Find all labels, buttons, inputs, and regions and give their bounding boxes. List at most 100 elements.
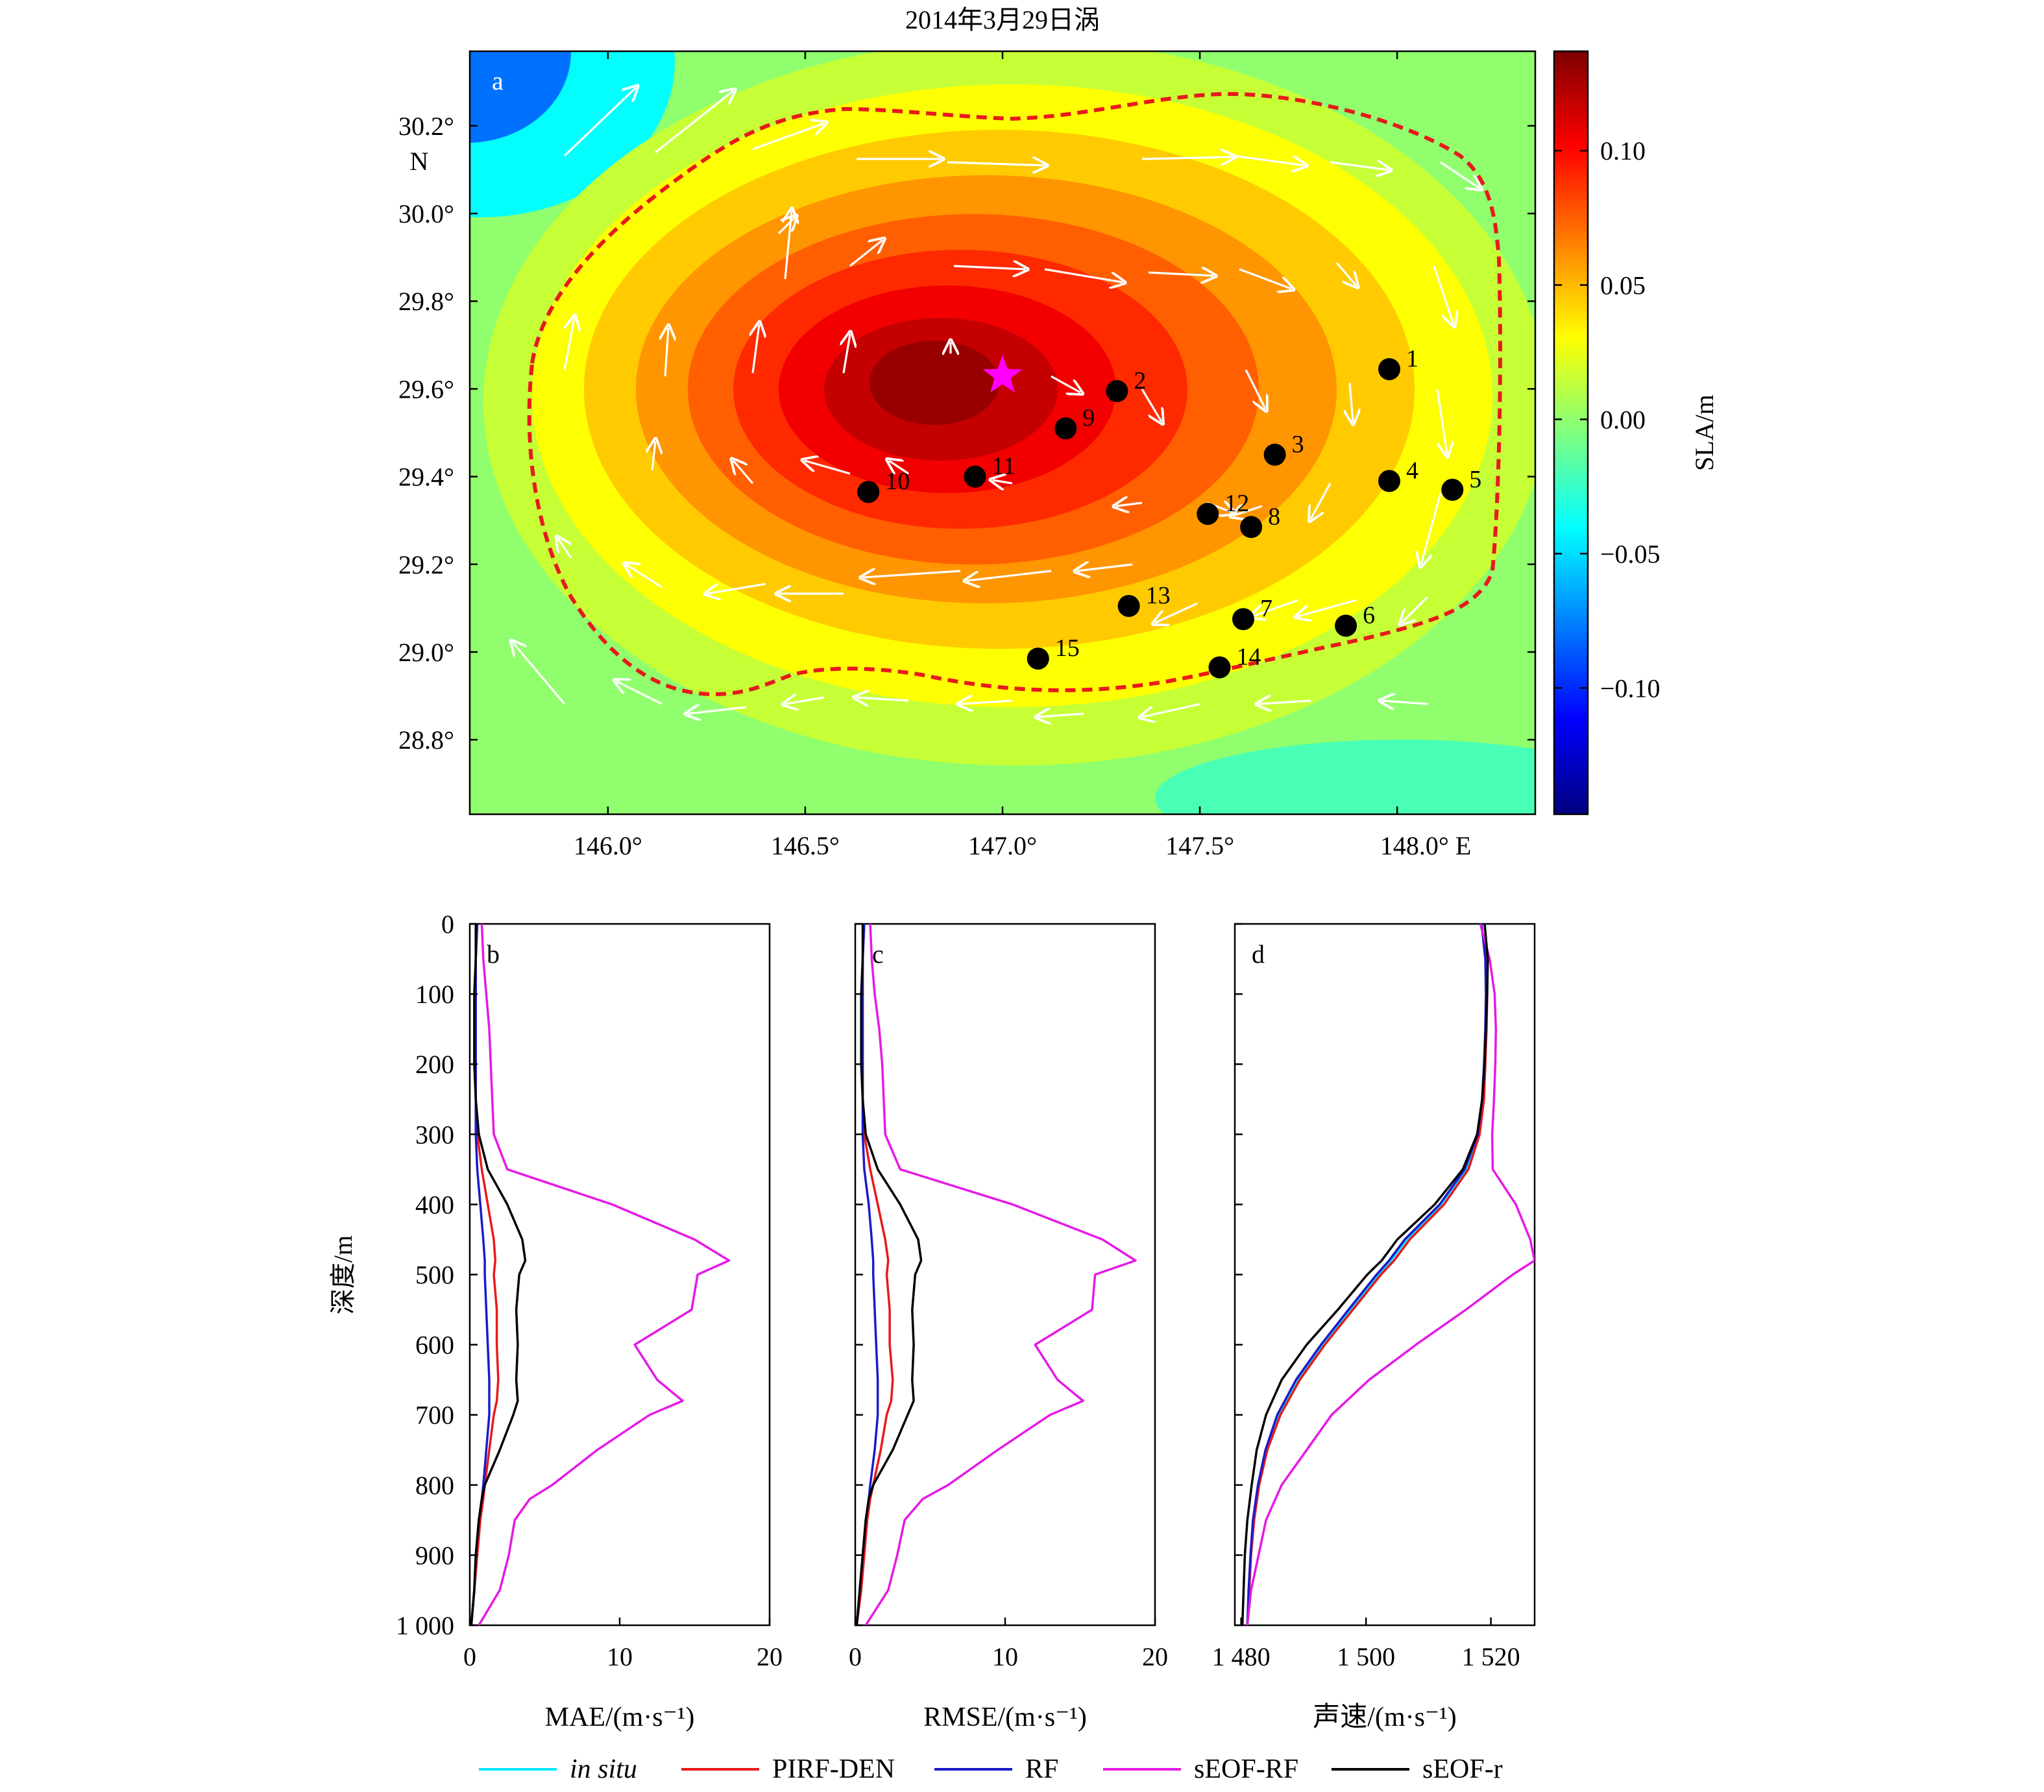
legend-label-seofrf: sEOF-RF bbox=[1194, 1754, 1298, 1784]
current-vector bbox=[1155, 602, 1198, 623]
station-15-label: 15 bbox=[1055, 635, 1080, 662]
panel-series bbox=[1241, 924, 1535, 1625]
current-vector bbox=[785, 697, 825, 704]
current-vector bbox=[1148, 272, 1213, 276]
colorbar-gradient bbox=[1553, 50, 1589, 816]
legend-label-pirf: PIRF-DEN bbox=[772, 1754, 895, 1784]
station-12-marker bbox=[1197, 503, 1219, 526]
current-vector bbox=[688, 707, 747, 714]
station-3-marker bbox=[1263, 443, 1286, 466]
current-vector bbox=[1311, 483, 1332, 519]
legend-label-seofr: sEOF-r bbox=[1422, 1754, 1503, 1784]
colorbar-tick-label: 0.10 bbox=[1600, 136, 1646, 165]
station-12-label: 12 bbox=[1224, 490, 1249, 517]
current-vector bbox=[849, 240, 882, 267]
map-y-unit: N bbox=[410, 147, 429, 176]
x-tick-label: 0 bbox=[849, 1642, 862, 1671]
station-6-label: 6 bbox=[1363, 601, 1375, 629]
y-tick-label: 100 bbox=[415, 980, 454, 1009]
station-2-label: 2 bbox=[1134, 367, 1146, 394]
colorbar: 0.10 0.05 0.00 −0.05 −0.10 SLA/m bbox=[1553, 50, 1719, 816]
current-vector bbox=[967, 570, 1052, 581]
colorbar-tick-label: −0.10 bbox=[1600, 673, 1661, 703]
current-vector bbox=[626, 564, 663, 588]
current-vector bbox=[1330, 162, 1389, 170]
x-tick-label: 10 bbox=[607, 1642, 633, 1671]
current-vector bbox=[652, 441, 655, 471]
eddy-boundary-contour bbox=[527, 91, 1502, 697]
station-9-marker bbox=[1054, 417, 1077, 440]
station-13-marker bbox=[1117, 594, 1140, 617]
current-vector bbox=[1239, 268, 1291, 289]
legend: in situ PIRF-DEN RF sEOF-RF sEOF-r bbox=[479, 1754, 1503, 1784]
station-8-marker bbox=[1240, 516, 1263, 539]
current-vector bbox=[513, 642, 566, 705]
station-1-label: 1 bbox=[1406, 345, 1418, 372]
x-tick-label: 20 bbox=[1142, 1642, 1168, 1671]
current-vector bbox=[1350, 382, 1353, 422]
series-seofr-line bbox=[855, 924, 923, 1625]
x-axis-label: MAE/(m·s⁻¹) bbox=[545, 1702, 695, 1732]
y-tick-label: 500 bbox=[415, 1261, 454, 1290]
current-vector bbox=[752, 123, 824, 151]
current-vector bbox=[1259, 701, 1311, 704]
map-x-tick-label: 148.0° E bbox=[1380, 831, 1471, 860]
x-axis-label: RMSE/(m·s⁻¹) bbox=[923, 1702, 1087, 1732]
map-y-tick-label: 29.2° bbox=[398, 550, 454, 579]
map-y-tick-label: 30.0° bbox=[398, 199, 454, 228]
figure-title: 2014年3月29日涡 bbox=[905, 5, 1100, 34]
station-14-label: 14 bbox=[1236, 644, 1261, 671]
x-tick-label: 1 500 bbox=[1337, 1642, 1395, 1671]
y-tick-label: 800 bbox=[415, 1471, 454, 1500]
station-13-label: 13 bbox=[1146, 582, 1171, 609]
map-x-tick-label: 146.5° bbox=[771, 831, 840, 860]
current-vector bbox=[616, 681, 663, 705]
colorbar-ticks: 0.10 0.05 0.00 −0.05 −0.10 bbox=[1554, 136, 1661, 703]
current-vector bbox=[1440, 161, 1479, 188]
y-tick-label: 0 bbox=[441, 910, 454, 939]
current-vector bbox=[844, 334, 850, 374]
panel-letter-a: a bbox=[492, 66, 504, 95]
x-tick-label: 1 480 bbox=[1212, 1642, 1271, 1671]
x-axis-label: 声速/(m·s⁻¹) bbox=[1313, 1702, 1456, 1732]
station-15-marker bbox=[1027, 648, 1049, 670]
panel-frame bbox=[1234, 923, 1536, 1627]
station-10-marker bbox=[857, 481, 880, 503]
legend-label-rf: RF bbox=[1025, 1754, 1058, 1784]
current-vector bbox=[1245, 369, 1265, 409]
current-vector bbox=[953, 266, 1025, 269]
current-vector bbox=[733, 461, 754, 485]
colorbar-label: SLA/m bbox=[1690, 394, 1719, 471]
sla-low-nw-core bbox=[470, 51, 571, 143]
current-vector bbox=[563, 318, 574, 370]
current-vector bbox=[707, 583, 766, 594]
station-8-label: 8 bbox=[1268, 503, 1280, 530]
y-tick-label: 700 bbox=[415, 1401, 454, 1430]
station-3-label: 3 bbox=[1292, 431, 1304, 458]
station-1-marker bbox=[1378, 358, 1400, 380]
current-vector bbox=[558, 539, 572, 559]
y-tick-label: 900 bbox=[415, 1541, 454, 1570]
current-vector bbox=[1038, 714, 1084, 717]
map-y-tick-label: 28.8° bbox=[398, 725, 454, 755]
current-vector bbox=[947, 162, 1045, 165]
current-vector bbox=[1252, 599, 1298, 616]
map-x-axis: 146.0° 146.5° 147.0° 147.5° 148.0° E bbox=[574, 51, 1471, 860]
map-x-tick-label: 147.0° bbox=[968, 831, 1037, 860]
station-7-marker bbox=[1232, 608, 1254, 631]
panel-b: 0 100 200 300 400 500 600 700 800 900 1 000 0 10 20 MA… bbox=[396, 910, 783, 1732]
x-tick-label: 20 bbox=[757, 1642, 783, 1671]
map-y-tick-label: 29.6° bbox=[398, 374, 454, 404]
station-4-marker bbox=[1378, 470, 1400, 492]
y-tick-label: 300 bbox=[415, 1120, 454, 1149]
panel-d: 1 480 1 500 1 520 声速/(m·s⁻¹) d bbox=[1212, 923, 1536, 1732]
panel-series bbox=[855, 924, 1137, 1625]
map-y-tick-label: 30.2° bbox=[398, 112, 454, 141]
current-vector bbox=[1382, 701, 1428, 704]
current-vector bbox=[1142, 703, 1201, 717]
colorbar-tick-label: 0.00 bbox=[1600, 405, 1646, 434]
panel-c: 0 10 20 RMSE/(m·s⁻¹) c bbox=[849, 923, 1168, 1732]
